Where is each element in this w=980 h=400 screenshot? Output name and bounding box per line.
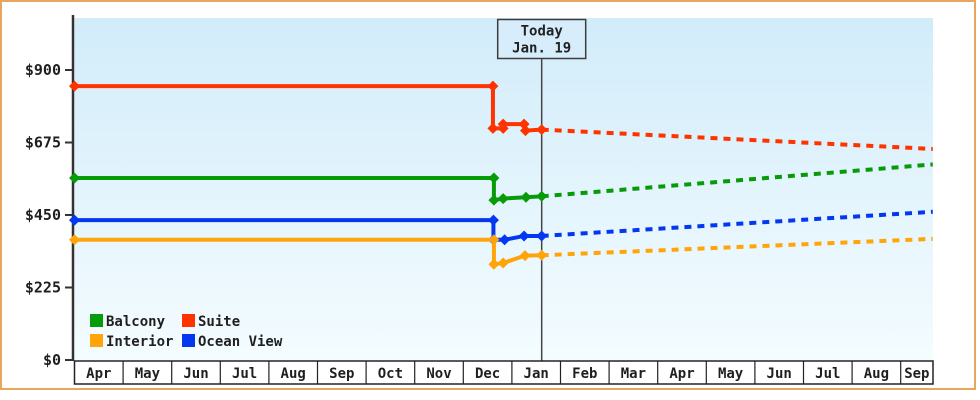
- series-ocean-view-marker: [499, 234, 511, 246]
- series-suite-marker: [69, 80, 80, 92]
- legend-label-balcony: Balcony: [106, 314, 166, 330]
- month-cell-label: Mar: [621, 366, 646, 382]
- today-box: [496, 18, 587, 60]
- series-balcony-marker: [497, 193, 509, 205]
- month-axis-row: [73, 360, 934, 385]
- series-interior-marker: [488, 258, 500, 270]
- month-cell-label: May: [135, 366, 161, 382]
- plot-area: [74, 18, 933, 360]
- month-cell-label: Jul: [232, 366, 257, 382]
- month-cell-label: Jan: [524, 366, 549, 382]
- y-axis-tick-label: $450: [25, 206, 61, 224]
- month-cell-label: Oct: [378, 366, 403, 382]
- month-cell-label: Apr: [669, 366, 694, 382]
- series-balcony-marker: [488, 172, 500, 184]
- series-suite-marker: [487, 122, 499, 134]
- series-suite-marker: [497, 118, 509, 130]
- series-suite-marker: [536, 124, 548, 136]
- legend-label-suite: Suite: [198, 314, 240, 330]
- month-cell-label: Dec: [475, 366, 500, 382]
- series-interior-marker: [69, 234, 80, 246]
- month-cell-label: Aug: [281, 366, 306, 382]
- legend-swatch-suite: [182, 314, 195, 327]
- legend-label-ocean-view: Ocean View: [198, 334, 283, 350]
- series-suite-marker: [487, 80, 499, 92]
- month-cell-label: Sep: [329, 366, 354, 382]
- series-balcony-marker: [520, 191, 532, 203]
- legend-label-interior: Interior: [106, 334, 173, 350]
- y-axis-tick-label: $225: [25, 279, 61, 297]
- series-suite-projection-line: [541, 127, 933, 151]
- series-balcony-projection-line: [541, 162, 933, 199]
- series-ocean-view-marker: [69, 214, 80, 226]
- month-cell-label: Aug: [864, 366, 889, 382]
- series-balcony-marker: [488, 194, 500, 206]
- series-suite-marker: [520, 125, 532, 137]
- series-interior-marker: [536, 249, 548, 261]
- month-cell-label: Jun: [767, 366, 792, 382]
- series-balcony-marker: [69, 172, 80, 184]
- today-box-label-line1: Today: [521, 24, 564, 40]
- legend-swatch-balcony: [90, 314, 103, 327]
- series-interior-projection-line: [541, 236, 933, 258]
- series-interior-marker: [497, 257, 509, 269]
- month-cell-label: Jun: [183, 366, 208, 382]
- legend-swatch-interior: [90, 334, 103, 347]
- month-cell-label: Sep: [904, 366, 929, 382]
- series-interior-marker: [519, 250, 531, 262]
- month-cell-label: Jul: [815, 366, 840, 382]
- y-axis-tick-label: $0: [43, 351, 61, 369]
- month-cell-label: Feb: [572, 366, 597, 382]
- legend-swatch-ocean-view: [182, 334, 195, 347]
- series-interior-marker: [488, 234, 500, 246]
- series-ocean-view-projection-line: [541, 209, 933, 238]
- month-cell-label: Apr: [86, 366, 111, 382]
- month-cell-label: Nov: [426, 366, 451, 382]
- month-cell-label: May: [718, 366, 744, 382]
- series-ocean-view-marker: [518, 230, 530, 242]
- series-ocean-view-marker: [487, 214, 499, 226]
- series-ocean-view-marker: [536, 230, 548, 242]
- y-axis-tick-label: $900: [25, 61, 61, 79]
- y-axis-tick-label: $675: [25, 134, 61, 152]
- series-balcony-marker: [536, 190, 548, 202]
- today-box-label-line2: Jan. 19: [512, 41, 571, 57]
